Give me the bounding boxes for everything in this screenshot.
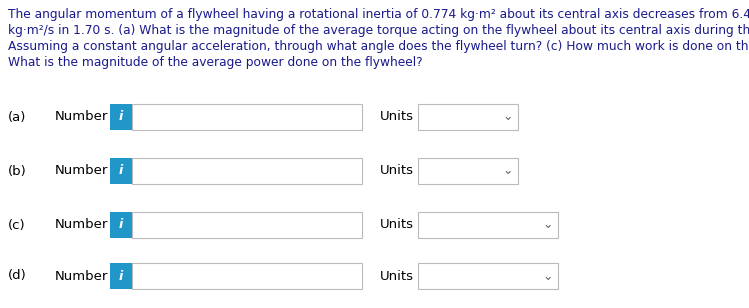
FancyBboxPatch shape (132, 212, 362, 238)
FancyBboxPatch shape (132, 104, 362, 130)
FancyBboxPatch shape (418, 158, 518, 184)
Text: Units: Units (380, 164, 414, 177)
FancyBboxPatch shape (110, 158, 132, 184)
Text: i: i (119, 111, 123, 124)
FancyBboxPatch shape (418, 263, 558, 289)
Text: kg·m²/s in 1.70 s. (a) What is the magnitude of the average torque acting on the: kg·m²/s in 1.70 s. (a) What is the magni… (8, 24, 749, 37)
Text: Number: Number (55, 164, 109, 177)
Text: The angular momentum of a flywheel having a rotational inertia of 0.774 kg·m² ab: The angular momentum of a flywheel havin… (8, 8, 749, 21)
Text: ⌄: ⌄ (503, 111, 513, 124)
Text: Units: Units (380, 270, 414, 282)
FancyBboxPatch shape (418, 212, 558, 238)
FancyBboxPatch shape (110, 212, 132, 238)
Text: Number: Number (55, 270, 109, 282)
Text: Assuming a constant angular acceleration, through what angle does the flywheel t: Assuming a constant angular acceleration… (8, 40, 749, 53)
Text: Units: Units (380, 111, 414, 124)
Text: ⌄: ⌄ (543, 218, 554, 232)
Text: Number: Number (55, 218, 109, 232)
Text: i: i (119, 218, 123, 232)
FancyBboxPatch shape (132, 158, 362, 184)
Text: Number: Number (55, 111, 109, 124)
Text: ⌄: ⌄ (503, 164, 513, 177)
FancyBboxPatch shape (132, 263, 362, 289)
FancyBboxPatch shape (110, 104, 132, 130)
Text: i: i (119, 164, 123, 177)
Text: What is the magnitude of the average power done on the flywheel?: What is the magnitude of the average pow… (8, 56, 422, 69)
Text: (d): (d) (8, 270, 27, 282)
Text: (a): (a) (8, 111, 26, 124)
Text: ⌄: ⌄ (543, 270, 554, 282)
FancyBboxPatch shape (418, 104, 518, 130)
Text: (c): (c) (8, 218, 25, 232)
Text: (b): (b) (8, 164, 27, 177)
FancyBboxPatch shape (110, 263, 132, 289)
Text: Units: Units (380, 218, 414, 232)
Text: i: i (119, 270, 123, 282)
